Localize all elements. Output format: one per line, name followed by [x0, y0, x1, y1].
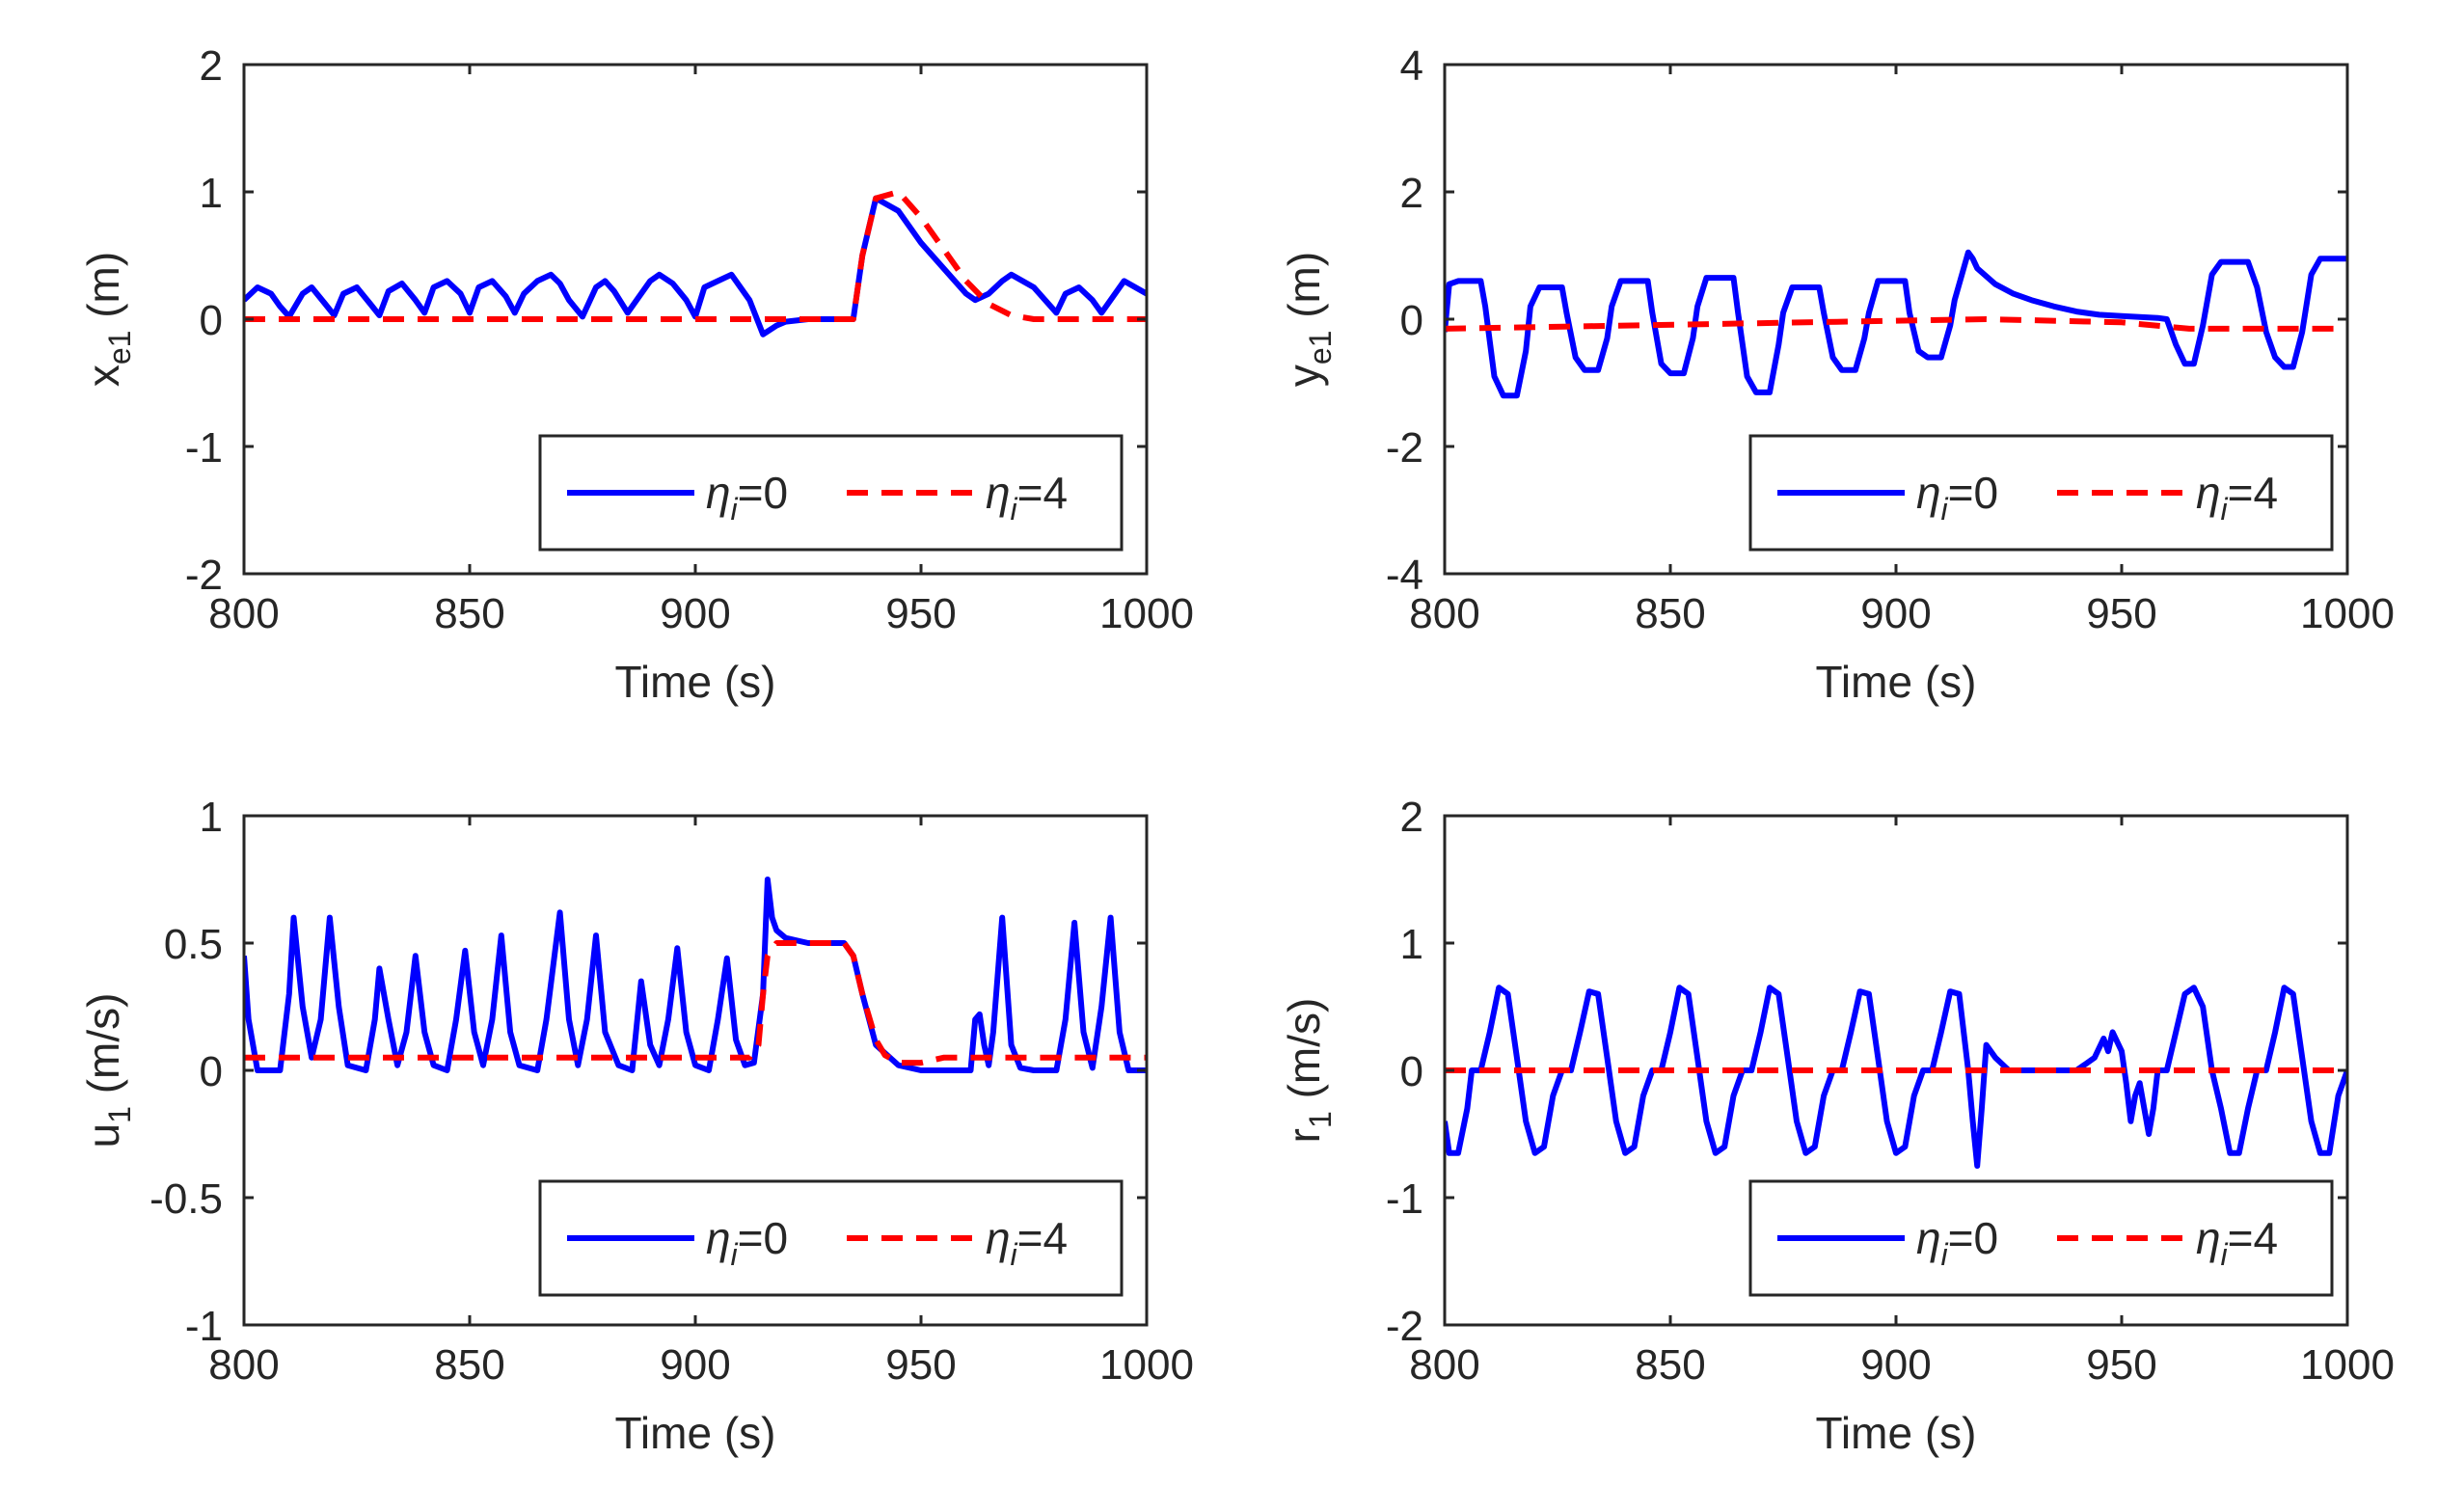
legend-label-eta4: ηi=4 [2196, 468, 2278, 526]
y-label-main: x [78, 364, 128, 387]
y-tick-label: -0.5 [149, 1175, 223, 1223]
chart-xe1: 800 850 900 950 1000 2 1 0 -1 -2 Time (s) xe1 (m) ηi… [78, 42, 1194, 707]
y-tick-label: 1 [1400, 921, 1423, 968]
legend-label-eta0: ηi=0 [1916, 468, 1998, 526]
y-tick-label: 2 [1400, 794, 1423, 841]
y-axis-label: u1 (m/s) [78, 993, 137, 1148]
chart-ye1: 800 850 900 950 1000 4 2 0 -2 -4 Time (s) ye1 (m) ηi… [1279, 42, 2395, 707]
y-tick-label: -2 [1386, 1303, 1423, 1350]
series-line-eta0 [244, 195, 1147, 338]
series-line-eta0 [244, 877, 1147, 1073]
series-line-eta4 [1445, 316, 2347, 332]
x-tick-label: 900 [1860, 590, 1931, 637]
y-tick-label: -1 [1386, 1175, 1423, 1223]
y-tick-label: -1 [185, 1303, 223, 1350]
legend-label-eta4: ηi=4 [986, 468, 1068, 526]
y-label-main: r [1279, 1128, 1329, 1143]
y-label-unit: (m/s) [78, 993, 128, 1107]
y-tick-label: 2 [1400, 170, 1423, 217]
x-axis-label: Time (s) [1816, 657, 1977, 707]
y-axis-label: r1 (m/s) [1279, 998, 1338, 1144]
legend-label-eta0: ηi=0 [1916, 1213, 1998, 1272]
x-tick-label: 950 [2086, 1341, 2156, 1389]
legend-label-eta4: ηi=4 [986, 1213, 1068, 1272]
y-tick-label: 1 [200, 170, 223, 217]
x-tick-label: 950 [2086, 590, 2156, 637]
x-tick-label: 800 [208, 1341, 279, 1389]
series-line-eta0 [1445, 985, 2347, 1169]
y-label-main: u [78, 1123, 128, 1148]
y-tick-label: 1 [200, 794, 223, 841]
x-tick-label: 1000 [1099, 1341, 1194, 1389]
x-tick-label: 800 [1409, 590, 1479, 637]
y-label-unit: (m) [1279, 252, 1329, 331]
x-axis-label: Time (s) [615, 657, 776, 707]
y-label-sub: 1 [1303, 1111, 1338, 1128]
legend-label-eta0: ηi=0 [706, 1213, 788, 1272]
y-label-unit: (m) [78, 252, 128, 331]
x-tick-label: 900 [660, 590, 730, 637]
y-label-sub: 1 [102, 1106, 137, 1123]
legend-label-eta0: ηi=0 [706, 468, 788, 526]
x-tick-label: 850 [434, 1341, 504, 1389]
x-tick-label: 900 [1860, 1341, 1931, 1389]
y-tick-label: 0 [1400, 1048, 1423, 1095]
y-tick-label: -1 [185, 424, 223, 472]
legend-label-eta4: ηi=4 [2196, 1213, 2278, 1272]
x-tick-label: 800 [1409, 1341, 1479, 1389]
y-tick-label: -2 [185, 552, 223, 599]
series-line-eta0 [1445, 249, 2347, 399]
y-label-sub: e1 [1303, 331, 1338, 365]
y-tick-label: 0 [1400, 297, 1423, 344]
y-label-sub: e1 [102, 331, 137, 365]
y-tick-label: 0 [200, 1048, 223, 1095]
series-line-eta4 [244, 940, 1147, 1066]
y-tick-label: -4 [1386, 552, 1423, 599]
x-tick-label: 900 [660, 1341, 730, 1389]
x-tick-label: 850 [434, 590, 504, 637]
y-axis-label: ye1 (m) [1279, 252, 1338, 387]
x-tick-label: 1000 [1099, 590, 1194, 637]
x-tick-label: 950 [885, 1341, 956, 1389]
y-axis-label: xe1 (m) [78, 252, 137, 387]
y-label-main: y [1279, 364, 1329, 387]
x-tick-label: 1000 [2300, 590, 2395, 637]
x-tick-label: 1000 [2300, 1341, 2395, 1389]
x-tick-label: 850 [1635, 1341, 1705, 1389]
y-tick-label: 4 [1400, 42, 1423, 90]
x-tick-label: 950 [885, 590, 956, 637]
x-axis-label: Time (s) [1816, 1408, 1977, 1458]
x-axis-label: Time (s) [615, 1408, 776, 1458]
y-tick-label: 2 [200, 42, 223, 90]
y-tick-label: 0.5 [164, 921, 223, 968]
series-line-eta4 [244, 189, 1147, 322]
y-tick-label: 0 [200, 297, 223, 344]
x-tick-label: 800 [208, 590, 279, 637]
y-label-unit: (m/s) [1279, 998, 1329, 1112]
x-tick-label: 850 [1635, 590, 1705, 637]
y-tick-label: -2 [1386, 424, 1423, 472]
